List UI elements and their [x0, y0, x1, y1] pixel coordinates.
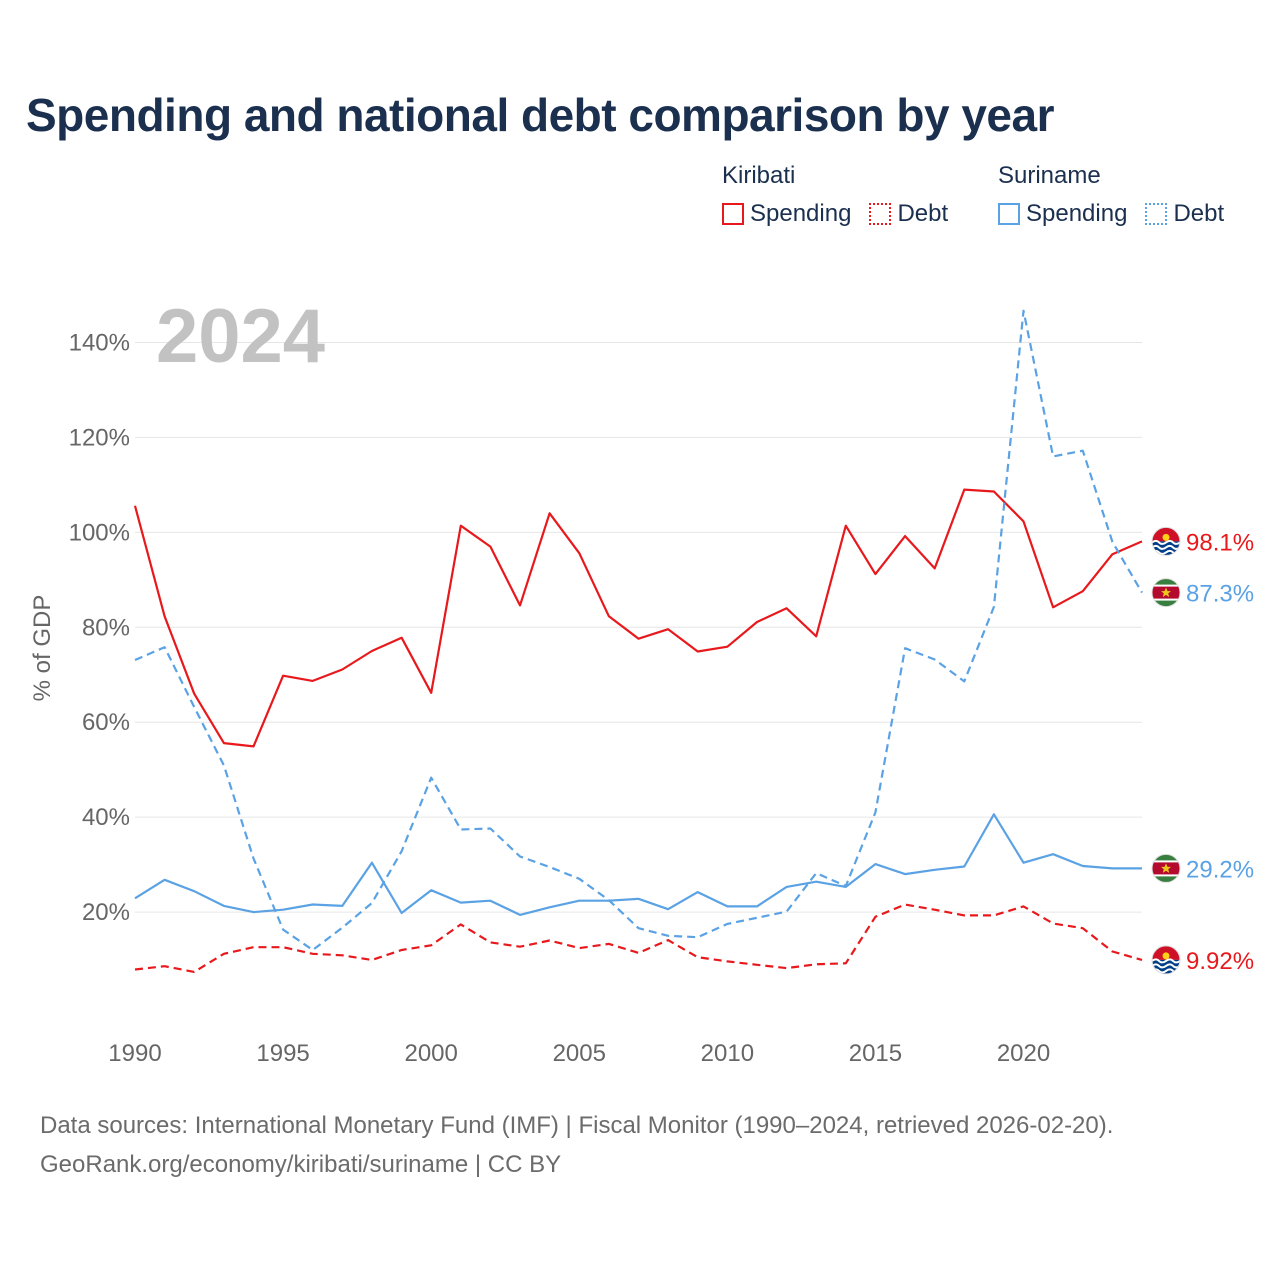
solid-swatch-icon	[998, 203, 1020, 225]
chart-title: Spending and national debt comparison by…	[26, 89, 1055, 141]
x-tick-label: 2005	[553, 1040, 606, 1067]
legend-label: Debt	[1173, 200, 1225, 227]
legend-country-kiribati: Kiribati	[722, 162, 796, 189]
legend-kiribati: Kiribati Spending Debt	[722, 162, 948, 228]
y-tick-label: 20%	[82, 899, 130, 926]
x-tick-label: 1995	[256, 1040, 309, 1067]
legend-label: Spending	[1026, 200, 1128, 227]
legend-suriname: Suriname Spending Debt	[998, 162, 1224, 228]
x-tick-label: 2000	[404, 1040, 457, 1067]
y-tick-label: 140%	[69, 329, 130, 356]
y-tick-label: 100%	[69, 519, 130, 546]
end-value-label: 87.3%	[1186, 581, 1254, 608]
source-note: Data sources: International Monetary Fun…	[40, 1106, 1113, 1184]
legend-label: Spending	[750, 200, 852, 227]
kiribati-flag-icon	[1151, 945, 1181, 975]
x-tick-label: 1990	[108, 1040, 161, 1067]
y-tick-label: 80%	[82, 614, 130, 641]
end-value-label: 29.2%	[1186, 856, 1254, 883]
legend-item-suriname-spending[interactable]: Spending	[998, 200, 1127, 228]
source-line-1: Data sources: International Monetary Fun…	[40, 1112, 1114, 1139]
y-tick-label: 40%	[82, 804, 130, 831]
legend-item-kiribati-spending[interactable]: Spending	[722, 200, 851, 228]
x-tick-label: 2020	[997, 1040, 1050, 1067]
dotted-swatch-icon	[869, 203, 892, 225]
dotted-swatch-icon	[1145, 203, 1168, 225]
kiribati-flag-icon	[1151, 526, 1181, 556]
suriname-flag-icon	[1151, 578, 1181, 608]
series-line-suriname-spending[interactable]	[134, 813, 1142, 916]
y-tick-label: 120%	[69, 424, 130, 451]
solid-swatch-icon	[722, 203, 744, 225]
year-watermark: 2024	[156, 294, 325, 379]
suriname-flag-icon	[1151, 853, 1181, 883]
series-line-kiribati-debt[interactable]	[134, 903, 1143, 973]
source-link-line[interactable]: GeoRank.org/economy/kiribati/suriname | …	[40, 1151, 562, 1178]
end-value-label: 98.1%	[1186, 529, 1254, 556]
y-tick-label: 60%	[82, 709, 130, 736]
series-line-kiribati-spending[interactable]	[133, 488, 1143, 748]
legend-country-suriname: Suriname	[998, 162, 1101, 189]
legend-item-suriname-debt[interactable]: Debt	[1145, 200, 1224, 228]
legend-label: Debt	[897, 200, 949, 227]
y-axis-label: % of GDP	[29, 595, 56, 702]
x-tick-label: 2010	[701, 1040, 754, 1067]
series-line-suriname-debt[interactable]	[134, 309, 1143, 952]
line-chart: 2024 % of GDP 20% 40% 60% 80% 100% 120% 140% 1…	[29, 294, 1254, 1067]
legend-item-kiribati-debt[interactable]: Debt	[869, 200, 948, 228]
x-tick-label: 2015	[849, 1040, 902, 1067]
end-value-label: 9.92%	[1186, 948, 1254, 975]
